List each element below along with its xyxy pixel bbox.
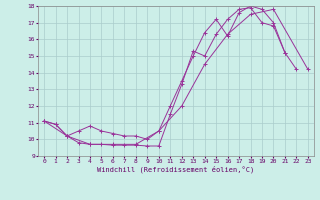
X-axis label: Windchill (Refroidissement éolien,°C): Windchill (Refroidissement éolien,°C) <box>97 166 255 173</box>
